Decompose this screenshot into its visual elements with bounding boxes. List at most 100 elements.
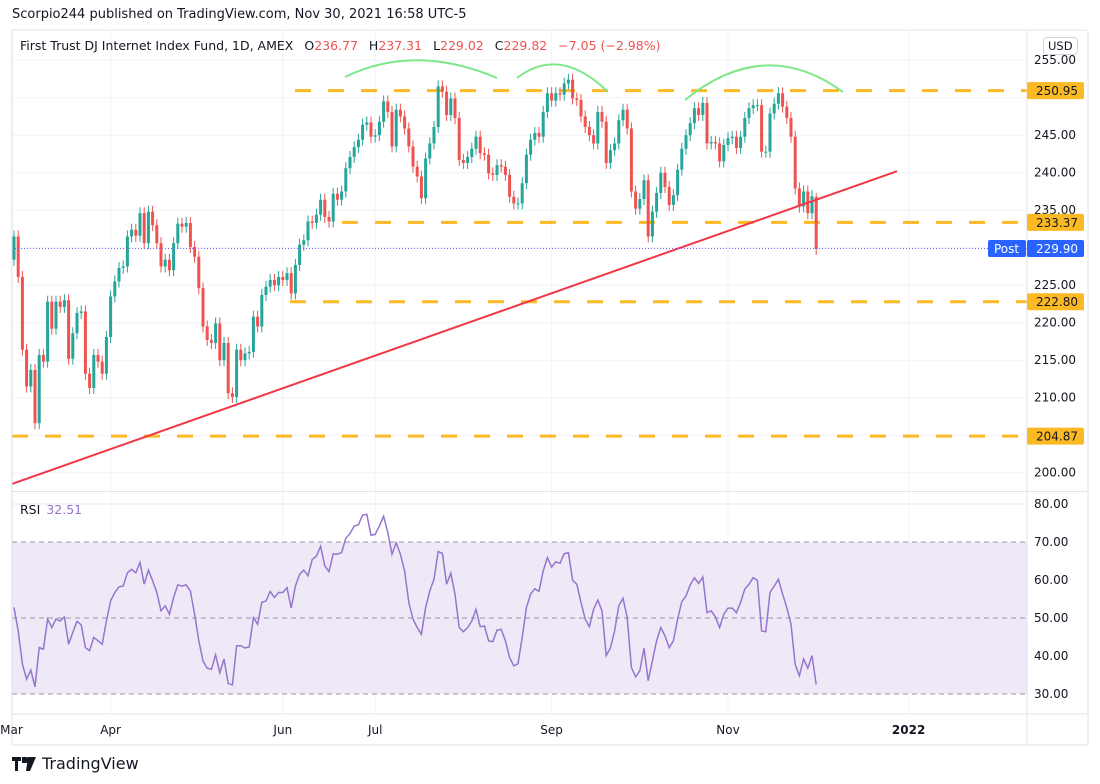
candle[interactable]	[138, 207, 142, 242]
candle[interactable]	[327, 210, 331, 228]
candle[interactable]	[92, 348, 96, 394]
candle[interactable]	[16, 230, 20, 283]
candle[interactable]	[193, 240, 197, 263]
candle[interactable]	[268, 273, 272, 293]
candle[interactable]	[331, 187, 335, 228]
candle[interactable]	[428, 137, 432, 165]
candle[interactable]	[722, 138, 726, 168]
candle[interactable]	[697, 102, 701, 121]
candle[interactable]	[218, 317, 222, 367]
candle[interactable]	[608, 144, 612, 169]
candle[interactable]	[520, 177, 524, 210]
candle[interactable]	[579, 93, 583, 123]
candle[interactable]	[516, 197, 520, 210]
candle[interactable]	[583, 110, 587, 133]
candle[interactable]	[281, 270, 285, 286]
candle[interactable]	[285, 267, 289, 286]
candle[interactable]	[747, 102, 751, 124]
candle[interactable]	[785, 100, 789, 124]
candle[interactable]	[768, 107, 772, 158]
candle[interactable]	[403, 110, 407, 135]
candle[interactable]	[58, 295, 62, 313]
candle[interactable]	[625, 103, 629, 135]
candle[interactable]	[575, 92, 579, 106]
candle[interactable]	[20, 270, 24, 356]
candle[interactable]	[663, 166, 667, 193]
candle[interactable]	[566, 73, 570, 90]
candle[interactable]	[482, 147, 486, 161]
candle[interactable]	[335, 187, 339, 206]
candle[interactable]	[436, 80, 440, 133]
candle[interactable]	[772, 97, 776, 120]
candle[interactable]	[781, 87, 785, 113]
candle[interactable]	[692, 102, 696, 130]
candle[interactable]	[453, 92, 457, 124]
candle[interactable]	[419, 170, 423, 205]
rsi-axis[interactable]: 80.00 70.00 60.00 50.00 40.00 30.00	[1034, 497, 1068, 701]
candle[interactable]	[470, 142, 474, 163]
candle[interactable]	[348, 150, 352, 175]
candle[interactable]	[146, 205, 150, 250]
candle[interactable]	[209, 333, 213, 349]
candle[interactable]	[117, 261, 121, 288]
candle[interactable]	[503, 160, 507, 181]
price-axis[interactable]: 255.00 245.00 240.00 235.00 225.00 220.00 215.…	[1034, 53, 1076, 480]
candle[interactable]	[256, 310, 260, 333]
candle[interactable]	[125, 230, 129, 273]
candle[interactable]	[587, 120, 591, 142]
candle[interactable]	[25, 343, 29, 393]
arc-annotation[interactable]	[516, 63, 609, 93]
candle[interactable]	[676, 163, 680, 202]
candle[interactable]	[201, 282, 205, 333]
candle[interactable]	[12, 230, 16, 266]
candle[interactable]	[755, 99, 759, 112]
candle[interactable]	[373, 129, 377, 143]
candle[interactable]	[512, 190, 516, 210]
candle[interactable]	[629, 122, 633, 198]
candle[interactable]	[705, 96, 709, 150]
candle[interactable]	[130, 223, 134, 243]
candle[interactable]	[214, 317, 218, 349]
candle[interactable]	[184, 216, 188, 233]
candle[interactable]	[41, 348, 45, 368]
candle[interactable]	[424, 152, 428, 205]
candle[interactable]	[398, 103, 402, 123]
candle[interactable]	[701, 96, 705, 121]
candle[interactable]	[491, 167, 495, 181]
candle[interactable]	[764, 145, 768, 158]
candle[interactable]	[197, 250, 201, 295]
trendline[interactable]	[11, 170, 898, 485]
candle[interactable]	[671, 189, 675, 211]
candle[interactable]	[340, 185, 344, 206]
candle[interactable]	[797, 182, 801, 213]
candle[interactable]	[432, 120, 436, 150]
candle[interactable]	[235, 343, 239, 403]
candle[interactable]	[67, 294, 71, 365]
candle[interactable]	[709, 135, 713, 150]
candle[interactable]	[121, 260, 125, 274]
candle[interactable]	[382, 95, 386, 128]
candle[interactable]	[243, 347, 247, 367]
candle[interactable]	[176, 217, 180, 250]
candle[interactable]	[75, 306, 79, 340]
candle[interactable]	[600, 105, 604, 128]
candle[interactable]	[617, 114, 621, 150]
candle[interactable]	[155, 219, 159, 250]
candle[interactable]	[613, 137, 617, 157]
candle[interactable]	[356, 133, 360, 154]
candle[interactable]	[487, 148, 491, 180]
candle[interactable]	[88, 367, 92, 394]
arc-annotation[interactable]	[684, 64, 844, 101]
candle[interactable]	[571, 73, 575, 105]
candle[interactable]	[684, 129, 688, 155]
candle[interactable]	[54, 295, 58, 335]
candle[interactable]	[726, 132, 730, 151]
candle[interactable]	[524, 148, 528, 190]
candle[interactable]	[247, 345, 251, 360]
candle[interactable]	[289, 267, 293, 300]
candle[interactable]	[499, 159, 503, 173]
candle[interactable]	[659, 166, 663, 199]
candle[interactable]	[634, 185, 638, 215]
candle[interactable]	[638, 192, 642, 215]
candle[interactable]	[713, 135, 717, 150]
